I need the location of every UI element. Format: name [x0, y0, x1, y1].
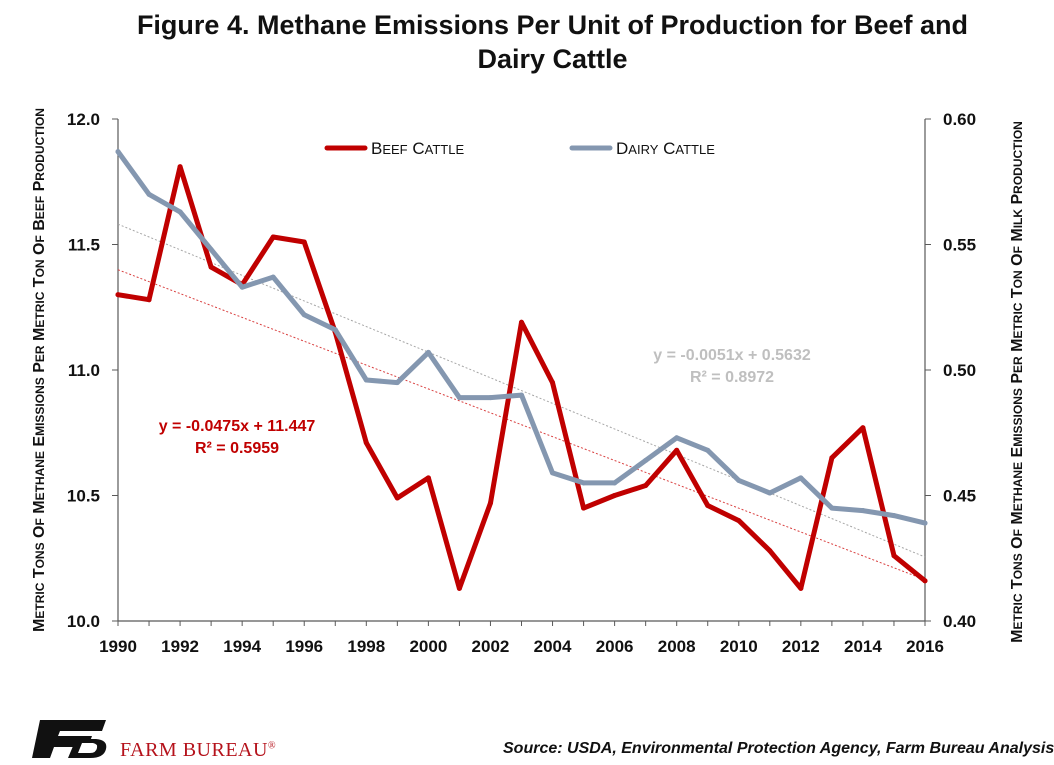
y-left-tick-label: 11.0 — [68, 361, 100, 380]
x-tick-label: 2010 — [720, 637, 758, 656]
beef-cattle-point — [394, 495, 400, 501]
y-axis-right-title: METRIC TONS OF METHANE EMISSIONS PER MET… — [1009, 121, 1026, 643]
x-tick-label: 2004 — [534, 637, 572, 656]
dairy-trend-equation: y = -0.0051x + 0.5632 — [653, 347, 811, 364]
dairy-cattle-point — [550, 470, 556, 476]
dairy-cattle-point — [581, 480, 587, 486]
y-right-tick-label: 0.45 — [943, 487, 976, 506]
x-tick-label: 1992 — [161, 637, 199, 656]
dairy-cattle-point — [239, 284, 245, 290]
dairy-cattle-point — [829, 505, 835, 511]
beef-cattle-point — [487, 500, 493, 506]
chart-labels: y = -0.0475x + 11.447 R² = 0.5959 y = -0.0… — [159, 347, 811, 457]
x-tick-label: 2002 — [472, 637, 510, 656]
beef-cattle-point — [146, 297, 152, 303]
dairy-cattle-point — [270, 274, 276, 280]
y-left-tick-label: 10.5 — [67, 487, 100, 506]
brand-name: FARM BUREAU® — [120, 739, 277, 761]
beef-cattle-point — [643, 482, 649, 488]
dairy-cattle-point — [643, 457, 649, 463]
x-tick-label: 2008 — [658, 637, 696, 656]
legend: BEEF CATTLE DAIRY CATTLE — [324, 139, 715, 158]
dairy-cattle-point — [394, 380, 400, 386]
beef-cattle-point — [363, 440, 369, 446]
farm-bureau-logo-icon — [32, 720, 107, 758]
dairy-cattle-point — [736, 477, 742, 483]
dairy-cattle-point — [487, 395, 493, 401]
trendlines — [117, 223, 926, 581]
dairy-cattle-point — [860, 508, 866, 514]
beef-cattle-point — [860, 425, 866, 431]
trendline-dairy-cattle — [117, 223, 926, 558]
trendline-beef-cattle — [117, 269, 926, 581]
dairy-cattle-point — [332, 327, 338, 333]
beef-cattle-point — [891, 553, 897, 559]
beef-cattle-point — [922, 578, 928, 584]
x-tick-label: 1998 — [347, 637, 385, 656]
dairy-cattle-point — [425, 349, 431, 355]
dairy-cattle-point — [146, 191, 152, 197]
x-tick-label: 2000 — [409, 637, 447, 656]
beef-cattle-point — [581, 505, 587, 511]
beef-cattle-point — [270, 234, 276, 240]
chart-title: Figure 4. Methane Emissions Per Unit of … — [136, 10, 969, 74]
y-right-tick-label: 0.40 — [943, 612, 976, 631]
x-tick-label: 1996 — [285, 637, 323, 656]
beef-cattle-point — [612, 493, 618, 498]
dairy-cattle-point — [891, 513, 897, 519]
y-right-tick-label: 0.60 — [943, 110, 976, 129]
y-left-tick-label: 11.5 — [68, 236, 100, 255]
dairy-cattle-line — [115, 149, 928, 526]
dairy-cattle-point — [922, 520, 928, 526]
beef-cattle-line — [115, 164, 928, 591]
beef-cattle-point — [425, 475, 431, 481]
dairy-cattle-point — [612, 480, 618, 486]
beef-cattle-point — [798, 585, 804, 591]
dairy-cattle-point — [767, 490, 773, 496]
dairy-cattle-point — [674, 435, 680, 441]
beef-cattle-point — [550, 380, 556, 386]
x-tick-label: 1994 — [223, 637, 261, 656]
x-tick-label: 2016 — [906, 637, 944, 656]
beef-cattle-point — [177, 164, 183, 170]
axes: 10.0 10.5 11.0 11.5 12.0 0.40 0.45 0.50 0.55 0.60… — [31, 108, 1026, 656]
beef-cattle-point — [674, 447, 680, 453]
dairy-cattle-point — [705, 447, 711, 453]
legend-label-dairy-cattle: DAIRY CATTLE — [616, 139, 715, 158]
dairy-trend-r2: R² = 0.8972 — [690, 369, 774, 386]
dairy-cattle-point — [301, 312, 307, 318]
y-left-tick-label: 10.0 — [67, 612, 100, 631]
beef-cattle-point — [208, 264, 214, 270]
y-right-tick-label: 0.55 — [943, 236, 976, 255]
series-lines — [115, 149, 928, 591]
dairy-cattle-point — [519, 392, 524, 398]
beef-cattle-point — [456, 585, 462, 591]
dairy-cattle-point — [115, 149, 121, 155]
beef-cattle-point — [829, 455, 835, 461]
dairy-cattle-point — [363, 377, 369, 383]
x-tick-label: 2012 — [782, 637, 820, 656]
y-left-tick-label: 12.0 — [67, 110, 100, 129]
beef-cattle-point — [767, 548, 773, 554]
dairy-cattle-point — [798, 475, 804, 481]
source-note: Source: USDA, Environmental Protection A… — [503, 740, 1054, 757]
legend-label-beef-cattle: BEEF CATTLE — [371, 139, 464, 158]
beef-cattle-point — [519, 319, 524, 325]
y-right-tick-label: 0.50 — [943, 361, 976, 380]
dairy-cattle-point — [208, 247, 214, 253]
beef-cattle-point — [115, 292, 121, 298]
x-tick-label: 1990 — [99, 637, 137, 656]
beef-trend-equation: y = -0.0475x + 11.447 — [159, 418, 316, 435]
x-tick-label: 2006 — [596, 637, 634, 656]
beef-cattle-point — [736, 518, 742, 524]
x-tick-label: 2014 — [844, 637, 882, 656]
y-axis-left-title: METRIC TONS OF METHANE EMISSIONS PER MET… — [31, 108, 48, 632]
beef-cattle-point — [301, 239, 307, 245]
beef-trend-r2: R² = 0.5959 — [195, 440, 279, 457]
dairy-cattle-point — [177, 209, 183, 215]
beef-cattle-point — [705, 503, 711, 509]
dairy-cattle-point — [456, 395, 462, 401]
